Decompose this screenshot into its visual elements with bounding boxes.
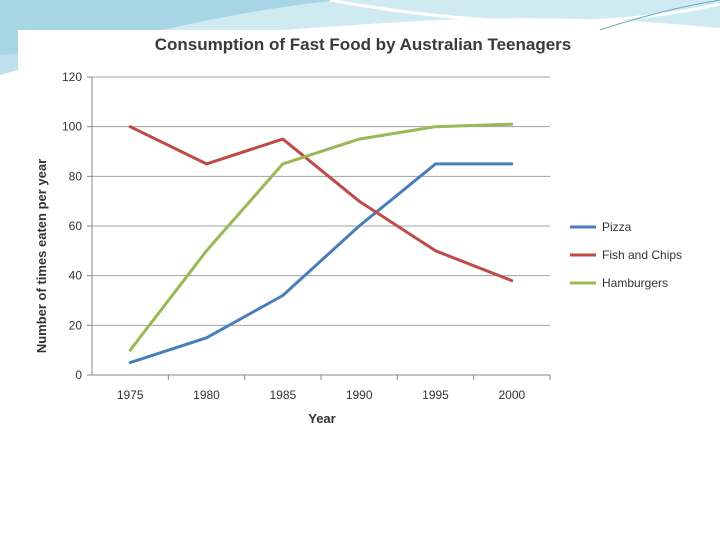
series-line-fish-and-chips xyxy=(128,125,514,283)
legend-label: Pizza xyxy=(602,220,632,234)
series-line-pizza xyxy=(128,162,514,365)
y-tick-label: 40 xyxy=(69,269,83,283)
x-tick-label: 2000 xyxy=(498,388,525,402)
series-line-hamburgers xyxy=(128,122,514,352)
y-tick-label: 20 xyxy=(69,318,83,332)
y-tick-label: 0 xyxy=(75,368,82,382)
x-tick-label: 1995 xyxy=(422,388,449,402)
chart-title: Consumption of Fast Food by Australian T… xyxy=(155,35,572,54)
x-tick-label: 1985 xyxy=(269,388,296,402)
y-tick-label: 120 xyxy=(62,70,82,84)
x-tick-label: 1975 xyxy=(117,388,144,402)
x-axis-label: Year xyxy=(308,411,335,426)
y-axis-label: Number of times eaten per year xyxy=(34,159,49,353)
x-tick-label: 1980 xyxy=(193,388,220,402)
chart-frame: Consumption of Fast Food by Australian T… xyxy=(18,30,706,436)
line-chart: Consumption of Fast Food by Australian T… xyxy=(34,35,682,426)
y-tick-label: 100 xyxy=(62,120,82,134)
y-tick-label: 80 xyxy=(69,169,83,183)
slide-header-decoration xyxy=(0,0,720,75)
x-tick-label: 1990 xyxy=(346,388,373,402)
legend-label: Hamburgers xyxy=(602,276,668,290)
y-tick-label: 60 xyxy=(69,219,83,233)
legend-label: Fish and Chips xyxy=(602,248,682,262)
